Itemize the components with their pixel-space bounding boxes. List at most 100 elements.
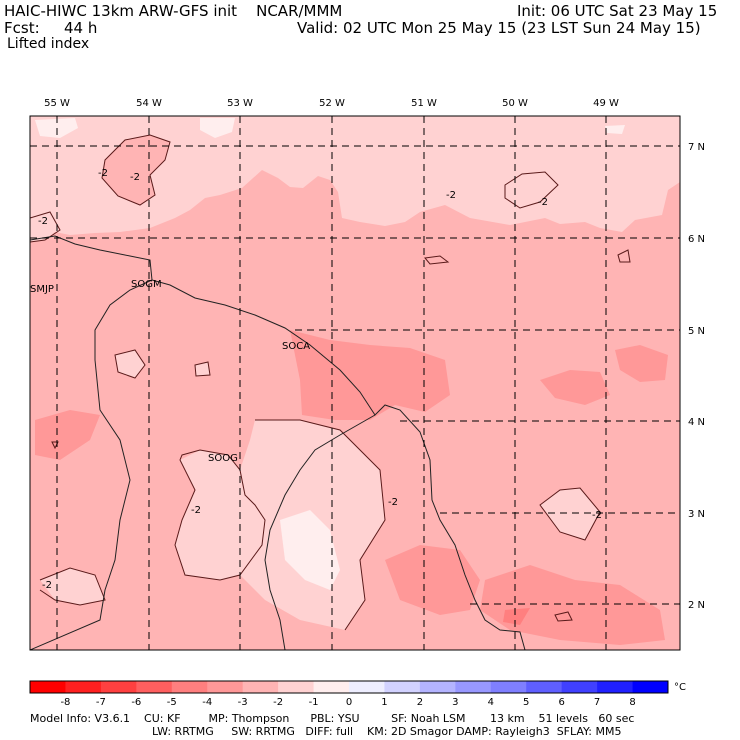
colorbar-swatch bbox=[526, 681, 563, 693]
field-patch bbox=[480, 565, 665, 645]
valid-time: Valid: 02 UTC Mon 25 May 15 (23 LST Sun … bbox=[297, 19, 701, 37]
station-label: SMJP bbox=[30, 284, 54, 295]
contour-label: -2 bbox=[446, 190, 456, 201]
colorbar-tick-label: -5 bbox=[167, 697, 177, 708]
contour-label: -2 bbox=[592, 510, 602, 521]
colorbar-tick-label: 7 bbox=[594, 697, 600, 708]
contour-label: -2 bbox=[42, 580, 52, 591]
colorbar-tick-label: 6 bbox=[558, 697, 564, 708]
colorbar-swatch bbox=[242, 681, 279, 693]
field-patch bbox=[615, 345, 668, 382]
contour-label: -2 bbox=[98, 168, 108, 179]
contour-line bbox=[30, 211, 61, 243]
colorbar-swatch bbox=[455, 681, 492, 693]
colorbar-swatch bbox=[100, 681, 137, 693]
colorbar-swatch bbox=[207, 681, 244, 693]
lon-label: 51 W bbox=[411, 98, 437, 109]
lon-label: 54 W bbox=[136, 98, 162, 109]
colorbar-swatch bbox=[278, 681, 315, 693]
field-patch bbox=[385, 545, 480, 615]
contour-line bbox=[194, 361, 211, 377]
field-patch bbox=[540, 488, 600, 540]
field-patch bbox=[503, 608, 530, 625]
graticule bbox=[30, 116, 680, 650]
lon-label: 55 W bbox=[44, 98, 70, 109]
border-line bbox=[264, 414, 376, 650]
forecast-label: Fcst: bbox=[4, 19, 40, 37]
colorbar-tick-label: -2 bbox=[273, 697, 283, 708]
colorbar-tick-label: -6 bbox=[131, 697, 141, 708]
lat-label: 6 N bbox=[688, 234, 705, 245]
contour-line bbox=[174, 449, 266, 581]
field-patch bbox=[115, 350, 145, 378]
field-band-north bbox=[30, 116, 680, 242]
station-label: SOCA bbox=[282, 341, 310, 352]
contour-line bbox=[617, 249, 631, 263]
coastline bbox=[151, 279, 526, 650]
lat-label: 3 N bbox=[688, 509, 705, 520]
colorbar-swatch bbox=[419, 681, 456, 693]
colorbar: -8 -7 -6 -5 -4 -3 -2 -1 0 1 2 3 4 5 6 7 8 °C bbox=[29, 680, 686, 708]
lifted-index-field bbox=[30, 116, 680, 650]
contour-line bbox=[424, 255, 450, 265]
colorbar-unit: °C bbox=[674, 682, 686, 693]
model-title: HAIC-HIWC 13km ARW-GFS init NCAR/MMM bbox=[4, 2, 343, 20]
border-line bbox=[30, 279, 153, 650]
init-time: Init: 06 UTC Sat 23 May 15 bbox=[517, 2, 718, 20]
lon-label: 49 W bbox=[593, 98, 619, 109]
colorbar-swatch bbox=[65, 681, 102, 693]
contour-label: -2 bbox=[191, 505, 201, 516]
contour-line bbox=[39, 567, 106, 606]
field-patch bbox=[540, 370, 610, 405]
colorbar-tick-label: 4 bbox=[488, 697, 494, 708]
colorbar-swatch bbox=[490, 681, 527, 693]
field-patch bbox=[195, 362, 210, 376]
colorbar-tick-label: -4 bbox=[202, 697, 212, 708]
lon-label: 52 W bbox=[319, 98, 345, 109]
field-patch bbox=[200, 118, 235, 138]
field-patch bbox=[505, 172, 558, 208]
colorbar-frame bbox=[29, 680, 669, 694]
coastline bbox=[30, 235, 153, 281]
contour-label: -2 bbox=[38, 216, 48, 227]
colorbar-tick-label: 5 bbox=[523, 697, 529, 708]
lat-label: 4 N bbox=[688, 417, 705, 428]
field-patch bbox=[290, 330, 450, 420]
colorbar-tick-label: -1 bbox=[309, 697, 319, 708]
colorbar-tick-label: 2 bbox=[417, 697, 423, 708]
colorbar-tick-label: 0 bbox=[346, 697, 352, 708]
contour-line bbox=[114, 349, 146, 379]
field-patch bbox=[35, 410, 100, 460]
contour-label: -2 bbox=[388, 497, 398, 508]
contour-line bbox=[504, 171, 559, 209]
field-name: Lifted index bbox=[7, 36, 90, 52]
lat-label: 2 N bbox=[688, 600, 705, 611]
lat-label: 7 N bbox=[688, 142, 705, 153]
colorbar-swatch bbox=[30, 681, 66, 693]
colorbar-swatch bbox=[313, 681, 350, 693]
colorbar-swatch bbox=[597, 681, 634, 693]
contour-line bbox=[101, 134, 171, 206]
colorbar-swatch bbox=[171, 681, 208, 693]
colorbar-swatch bbox=[349, 681, 385, 693]
station-label: SOGM bbox=[131, 279, 162, 290]
station-label: SOOG bbox=[208, 453, 238, 464]
lon-label: 50 W bbox=[502, 98, 528, 109]
colorbar-tick-label: -8 bbox=[60, 697, 70, 708]
field-patch bbox=[40, 568, 105, 605]
colorbar-tick-label: 3 bbox=[452, 697, 458, 708]
contour-line bbox=[539, 487, 601, 541]
lat-label: 5 N bbox=[688, 326, 705, 337]
contour-label: -2 bbox=[538, 197, 548, 208]
contour-label: -2 bbox=[130, 172, 140, 183]
contour-line bbox=[554, 611, 573, 622]
field-patch bbox=[605, 125, 625, 134]
colorbar-tick-label: -7 bbox=[96, 697, 106, 708]
footer-line-1: Model Info: V3.6.1 CU: KF MP: Thompson P… bbox=[30, 712, 635, 725]
colorbar-swatch bbox=[384, 681, 421, 693]
colorbar-tick-label: 1 bbox=[381, 697, 387, 708]
colorbar-tick-label: 8 bbox=[629, 697, 635, 708]
colorbar-swatch bbox=[561, 681, 598, 693]
colorbar-tick-label: -3 bbox=[238, 697, 248, 708]
